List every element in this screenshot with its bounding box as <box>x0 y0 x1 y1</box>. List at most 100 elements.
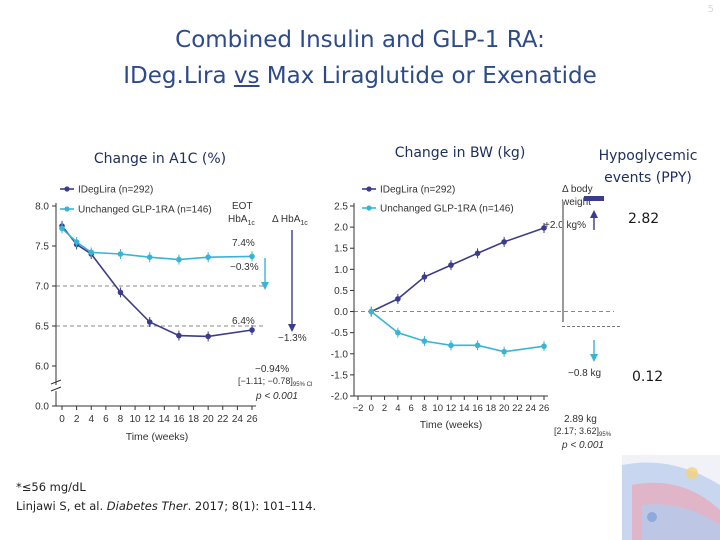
legend-marker-ideglira <box>64 186 70 192</box>
bw-x-tick-label: 12 <box>446 403 457 414</box>
a1c-x-tick-label: 10 <box>130 414 142 425</box>
bw-x-tick-label: 14 <box>459 403 470 414</box>
bw-x-tick-label: 2 <box>382 403 387 414</box>
title-line-2: IDeg.Lira vs Max Liraglutide or Exenatid… <box>0 58 720 94</box>
bw-point-ideglira <box>474 250 481 257</box>
bw-y-tick-label: -1.5 <box>331 370 349 381</box>
a1c-x-tick-label: 24 <box>232 414 244 425</box>
bw-y-tick-label: 2.0 <box>334 223 348 234</box>
bw-delta-label: Δ body weight <box>561 184 593 208</box>
a1c-y-tick-label: 0.0 <box>35 402 49 413</box>
legend-marker-ideglira <box>366 186 372 192</box>
bw-y-tick-label: -0.5 <box>331 328 349 339</box>
a1c-point-glp1 <box>117 251 124 257</box>
a1c-point-ideglira <box>205 333 211 340</box>
bw-point-glp1 <box>448 342 454 349</box>
a1c-x-tick-label: 6 <box>103 414 109 425</box>
hypo-panel <box>560 196 620 421</box>
a1c-x-tick-label: 12 <box>144 414 156 425</box>
a1c-point-ideglira <box>117 289 124 296</box>
a1c-y-axis-break <box>50 379 62 392</box>
a1c-x-tick-label: 22 <box>217 414 229 425</box>
a1c-point-ideglira <box>176 332 182 339</box>
a1c-point-glp1 <box>146 254 153 260</box>
hypo-ideglira-value: 2.82 <box>628 211 660 227</box>
a1c-eot-line1: EOT <box>232 201 253 212</box>
bw-x-tick-label: 8 <box>422 403 427 414</box>
a1c-x-tick-label: 14 <box>159 414 171 425</box>
a1c-chart: IDegLira (n=292) Unchanged GLP-1RA (n=14… <box>35 185 313 444</box>
bw-x-tick-label: 6 <box>408 403 413 414</box>
bw-x-tick-label: 10 <box>432 403 443 414</box>
a1c-point-glp1 <box>73 239 80 245</box>
footnote-line-1: *≤56 mg/dL <box>16 480 86 494</box>
bw-x-tick-label: 16 <box>472 403 483 414</box>
bw-annotations: +2.0 kg% −0.8 kg 2.89 kg [2.17; 3.62]95%… <box>544 220 612 451</box>
bw-y-tick-label: 0.5 <box>334 286 348 297</box>
a1c-x-tick-label: 4 <box>88 414 94 425</box>
a1c-x-tick-label: 8 <box>118 414 124 425</box>
a1c-diff-line2: [−1.11; −0.78]95% CI <box>238 376 313 388</box>
legend-label-ideglira: IDegLira (n=292) <box>380 185 455 196</box>
a1c-annotations: 7.4% −0.3% 6.4% −1.3% −0.94% [−1.11; −0.… <box>230 238 313 402</box>
bw-point-glp1 <box>395 329 401 336</box>
bw-chart: IDegLira (n=292) Unchanged GLP-1RA (n=14… <box>331 184 614 451</box>
a1c-x-axis-label: Time (weeks) <box>126 431 189 443</box>
footnote: *≤56 mg/dL Linjawi S, et al. Diabetes Th… <box>16 478 316 516</box>
bw-diff-line2: [2.17; 3.62]95% <box>554 426 612 438</box>
a1c-eot-arrows <box>261 230 296 332</box>
bw-diff-line1: 2.89 kg <box>564 414 597 425</box>
bw-glp1-change: −0.8 kg <box>568 368 601 379</box>
bw-x-tick-label: 20 <box>499 403 510 414</box>
a1c-line-glp1 <box>61 227 253 261</box>
bw-y-tick-label: -2.0 <box>331 392 349 403</box>
hypo-label-line-1: Hypoglycemic <box>598 148 698 164</box>
bw-y-tick-label: 1.5 <box>334 244 348 255</box>
bw-delta-line1: Δ body <box>562 184 593 195</box>
a1c-legend: IDegLira (n=292) Unchanged GLP-1RA (n=14… <box>60 185 212 216</box>
bw-point-glp1 <box>421 338 428 344</box>
a1c-y-tick-label: 6.0 <box>35 362 49 373</box>
hypo-divider <box>562 202 564 322</box>
bw-x-axis-label: Time (weeks) <box>420 419 483 431</box>
bw-x-tick-label: 22 <box>512 403 523 414</box>
bw-series <box>368 222 547 357</box>
a1c-y-tick-label: 7.5 <box>35 242 49 253</box>
bw-axes: -2.0-1.5-1.0-0.50.00.51.01.52.02.5−2 0 2 4 6… <box>331 202 550 432</box>
a1c-glp1-eot-pct: 7.4% <box>232 238 255 249</box>
hypo-ideglira-bar-top <box>584 196 604 201</box>
slide-number: 5 <box>707 4 714 15</box>
a1c-x-tick-label: 16 <box>173 414 185 425</box>
legend-label-glp1: Unchanged GLP-1RA (n=146) <box>380 204 514 215</box>
bw-ideg-change: +2.0 kg% <box>544 220 586 231</box>
bw-legend: IDegLira (n=292) Unchanged GLP-1RA (n=14… <box>362 185 514 215</box>
bw-point-glp1 <box>368 308 375 315</box>
a1c-x-tick-label: 18 <box>188 414 200 425</box>
bw-x-tick-label: 18 <box>486 403 497 414</box>
a1c-ideg-eot-pct: 6.4% <box>232 316 255 327</box>
legend-marker-glp1 <box>64 206 70 212</box>
bw-x-tick-label: 4 <box>395 403 400 414</box>
a1c-point-glp1 <box>59 225 65 232</box>
bw-p-value: p < 0.001 <box>561 440 604 451</box>
a1c-y-tick-label: 8.0 <box>35 202 49 213</box>
title-line-2-post: Max Liraglutide or Exenatide <box>259 63 597 89</box>
legend-marker-glp1 <box>366 205 372 211</box>
slide-title: Combined Insulin and GLP-1 RA: IDeg.Lira… <box>0 22 720 94</box>
a1c-series <box>59 221 255 342</box>
bw-y-tick-label: 0.0 <box>334 307 348 318</box>
bw-delta-line2: weight <box>561 197 591 208</box>
a1c-axes: 0.06.06.57.07.58.00 2 4 6 8 10 12 14 16 18 20 22 24 2… <box>35 202 258 444</box>
bw-point-glp1 <box>501 348 507 355</box>
hypo-glp1-value: 0.12 <box>632 369 664 385</box>
bw-y-tick-label: 1.0 <box>334 265 348 276</box>
hypo-panel-label: Hypoglycemic events (PPY) <box>578 145 718 189</box>
decorative-corner-art <box>622 455 720 540</box>
hypo-dashed-line <box>562 326 620 327</box>
a1c-delta-label: Δ HbA1c <box>272 214 308 227</box>
bw-arrows <box>590 210 598 362</box>
bw-point-ideglira <box>395 296 401 302</box>
bw-point-ideglira <box>541 225 547 231</box>
title-line-2-pre: IDeg.Lira <box>123 63 234 89</box>
a1c-point-glp1 <box>205 254 211 260</box>
